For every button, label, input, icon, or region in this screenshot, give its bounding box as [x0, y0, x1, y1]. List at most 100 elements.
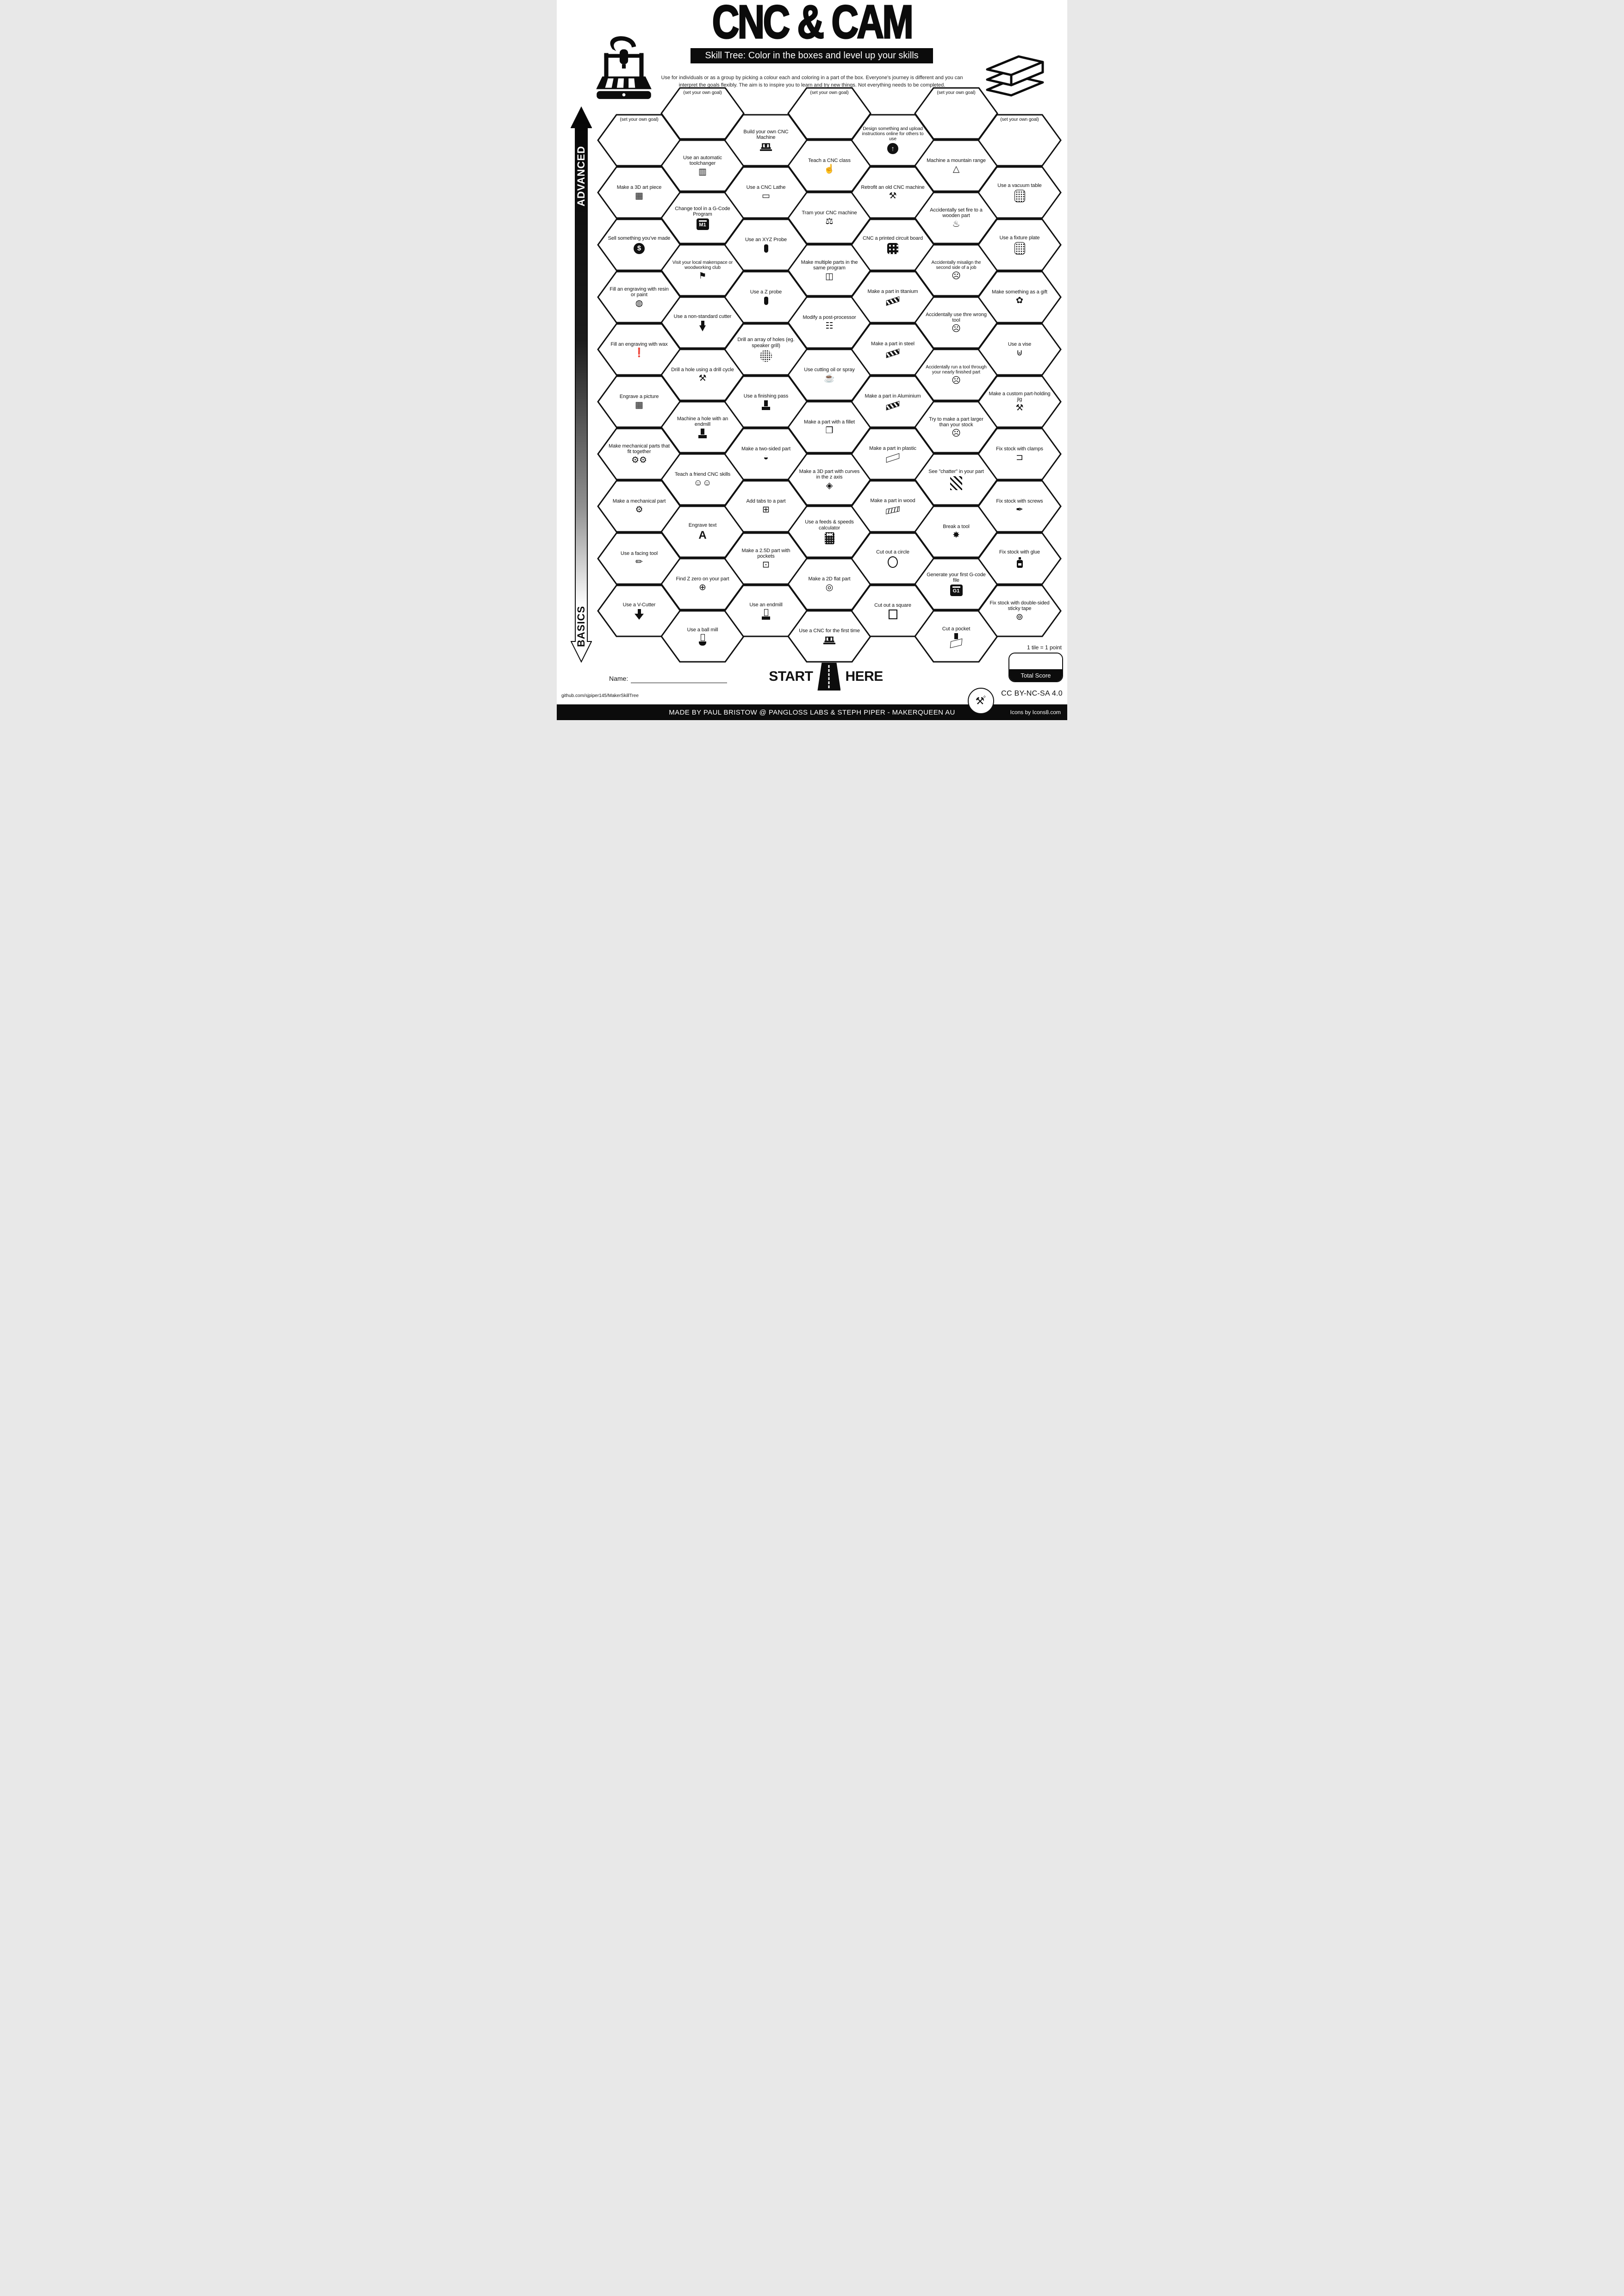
- skill-tile[interactable]: Add tabs to a part ⊞: [724, 480, 808, 533]
- skill-tile[interactable]: Accidentally run a tool through your nea…: [914, 348, 998, 401]
- skill-tile[interactable]: Make a part in Aluminium: [851, 375, 935, 428]
- skill-tile[interactable]: Machine a mountain range △: [914, 139, 998, 192]
- skill-label: Tram your CNC machine: [802, 210, 857, 216]
- wood-plank-icon: [886, 506, 900, 515]
- skill-tile[interactable]: Sell something you've made $: [597, 218, 681, 271]
- skill-tile[interactable]: Modify a post-processor ☷: [787, 296, 871, 349]
- skill-tile[interactable]: Build your own CNC Machine: [724, 114, 808, 167]
- skill-tile[interactable]: Make a 3D art piece ▦: [597, 166, 681, 219]
- skill-tile[interactable]: Accidentally set fire to a wooden part ♨: [914, 192, 998, 244]
- skill-tile[interactable]: Engrave a picture ▦: [597, 375, 681, 428]
- skill-tile[interactable]: Use a vise ⊎: [977, 323, 1062, 376]
- skill-tile[interactable]: CNC a printed circuit board: [851, 218, 935, 271]
- skill-tile[interactable]: Use a facing tool ✏: [597, 532, 681, 585]
- skill-tile[interactable]: Make a part in wood: [851, 480, 935, 533]
- skill-label: Machine a mountain range: [927, 157, 986, 163]
- goal-tile[interactable]: (set your own goal): [977, 114, 1062, 167]
- skill-tile[interactable]: Try to make a part larger than your stoc…: [914, 401, 998, 454]
- skill-tile[interactable]: Use a fixture plate: [977, 218, 1062, 271]
- skill-tile[interactable]: Design something and upload instructions…: [851, 114, 935, 167]
- skill-tile[interactable]: Make a part in titanium: [851, 271, 935, 324]
- skill-tile[interactable]: Use a feeds & speeds calculator: [787, 505, 871, 558]
- skill-tile[interactable]: Make a 3D part with curves in the z axis…: [787, 453, 871, 506]
- skill-tile[interactable]: Break a tool ✸: [914, 505, 998, 558]
- skill-tile[interactable]: Fix stock with screws ✒: [977, 480, 1062, 533]
- skill-tile[interactable]: Engrave text A: [660, 505, 745, 558]
- skill-label: See "chatter" in your part: [928, 469, 984, 475]
- total-score-value-area[interactable]: [1009, 653, 1062, 671]
- skill-tile[interactable]: Drill an array of holes (eg. speaker gri…: [724, 323, 808, 376]
- goal-tile[interactable]: (set your own goal): [597, 114, 681, 167]
- skill-tile[interactable]: Use an automatic toolchanger ▥: [660, 139, 745, 192]
- skill-tile[interactable]: Retrofit an old CNC machine ⚒: [851, 166, 935, 219]
- endmill-hole-icon: [698, 429, 707, 439]
- goal-label: (set your own goal): [620, 117, 659, 122]
- skill-label: Sell something you've made: [608, 236, 671, 242]
- skill-tile[interactable]: Make a part in steel: [851, 323, 935, 376]
- teacher-icon: ☝: [824, 164, 835, 174]
- skill-tile[interactable]: Fill an engraving with resin or paint ◍: [597, 271, 681, 324]
- skill-tile[interactable]: Use cutting oil or spray ☕: [787, 348, 871, 401]
- skill-tile[interactable]: Cut out a circle: [851, 532, 935, 585]
- skill-tile[interactable]: Make a mechanical part ⚙: [597, 480, 681, 533]
- endmill-icon: [762, 609, 770, 620]
- skill-tile[interactable]: Change tool in a G-Code Program M1: [660, 192, 745, 244]
- skill-tile[interactable]: Use a V-Cutter: [597, 585, 681, 637]
- skill-tile[interactable]: Use an XYZ Probe: [724, 218, 808, 271]
- skill-label: Use a vise: [1008, 341, 1032, 347]
- skill-tile[interactable]: Use a non-standard cutter: [660, 296, 745, 349]
- square-icon: [888, 610, 897, 620]
- skill-tile[interactable]: Tram your CNC machine ⚖: [787, 192, 871, 244]
- skill-tile[interactable]: Teach a CNC class ☝: [787, 139, 871, 192]
- skill-tile[interactable]: Use a finishing pass: [724, 375, 808, 428]
- skill-label: Make a part with a fillet: [804, 419, 855, 425]
- skill-tile[interactable]: Machine a hole with an endmill: [660, 401, 745, 454]
- skill-tile[interactable]: Generate your first G-code file G1: [914, 558, 998, 610]
- skill-tile[interactable]: Make something as a gift ✿: [977, 271, 1062, 324]
- skill-tile[interactable]: Teach a friend CNC skills ☺☺: [660, 453, 745, 506]
- goal-tile[interactable]: (set your own goal): [660, 87, 745, 140]
- skill-label: Make a part in Aluminium: [865, 393, 921, 399]
- skill-tile[interactable]: Use a vacuum table: [977, 166, 1062, 219]
- goal-tile[interactable]: (set your own goal): [914, 87, 998, 140]
- goal-label: (set your own goal): [1000, 117, 1039, 122]
- skill-tile[interactable]: Drill a hole using a drill cycle ⚒: [660, 348, 745, 401]
- here-label: HERE: [845, 669, 883, 684]
- skill-tile[interactable]: Make multiple parts in the same program ◫: [787, 244, 871, 297]
- drill-bit-icon: ⚒: [698, 373, 707, 384]
- skill-tile[interactable]: Fix stock with glue: [977, 532, 1062, 585]
- skill-tile[interactable]: Make a 2.5D part with pockets ⊡: [724, 532, 808, 585]
- skill-tile[interactable]: Cut out a square: [851, 585, 935, 637]
- skill-tile[interactable]: Make a custom part-holding jig ⚒: [977, 375, 1062, 428]
- skill-tile[interactable]: Fix stock with double-sided sticky tape ⊚: [977, 585, 1062, 637]
- wood-planks-icon: [986, 55, 1044, 97]
- skill-tile[interactable]: Use a ball mill: [660, 610, 745, 663]
- skill-tile[interactable]: Visit your local makerspace or woodworki…: [660, 244, 745, 297]
- skill-label: CNC a printed circuit board: [863, 236, 923, 242]
- skill-tile[interactable]: Make a part with a fillet ❒: [787, 401, 871, 454]
- curved-part-icon: ◈: [826, 481, 833, 491]
- skill-label: Modify a post-processor: [803, 314, 856, 320]
- skill-tile[interactable]: Use a CNC Lathe ▭: [724, 166, 808, 219]
- skill-tile[interactable]: Fill an engraving with wax ❗: [597, 323, 681, 376]
- skill-tile[interactable]: Make a 2D flat part ◎: [787, 558, 871, 610]
- skill-tile[interactable]: Fix stock with clamps ⊐: [977, 428, 1062, 480]
- crossed-tools-icon: ⚒: [889, 191, 897, 201]
- facepalm-icon: ☹: [952, 376, 961, 386]
- skill-tile[interactable]: See "chatter" in your part: [914, 453, 998, 506]
- skill-tile[interactable]: Use an endmill: [724, 585, 808, 637]
- skill-tile[interactable]: Use a CNC for the first time: [787, 610, 871, 663]
- skill-tile[interactable]: Use a Z probe: [724, 271, 808, 324]
- skill-label: Make a part in titanium: [867, 288, 918, 294]
- skill-tile[interactable]: Cut a pocket: [914, 610, 998, 663]
- skill-tile[interactable]: Accidentally use thre wrong tool ☹: [914, 296, 998, 349]
- skill-label: Use a CNC Lathe: [746, 184, 786, 190]
- skill-tile[interactable]: Accidentally misalign the second side of…: [914, 244, 998, 297]
- skill-tile[interactable]: Make a two-sided part ◒: [724, 428, 808, 480]
- skill-tile[interactable]: Find Z zero on your part ⊕: [660, 558, 745, 610]
- goal-tile[interactable]: (set your own goal): [787, 87, 871, 140]
- pockets-part-icon: ⊡: [762, 560, 770, 570]
- skill-tile[interactable]: Make mechanical parts that fit together ⚙…: [597, 428, 681, 480]
- skill-tile[interactable]: Make a part in plastic: [851, 428, 935, 480]
- skill-label: Make a part in plastic: [869, 445, 916, 451]
